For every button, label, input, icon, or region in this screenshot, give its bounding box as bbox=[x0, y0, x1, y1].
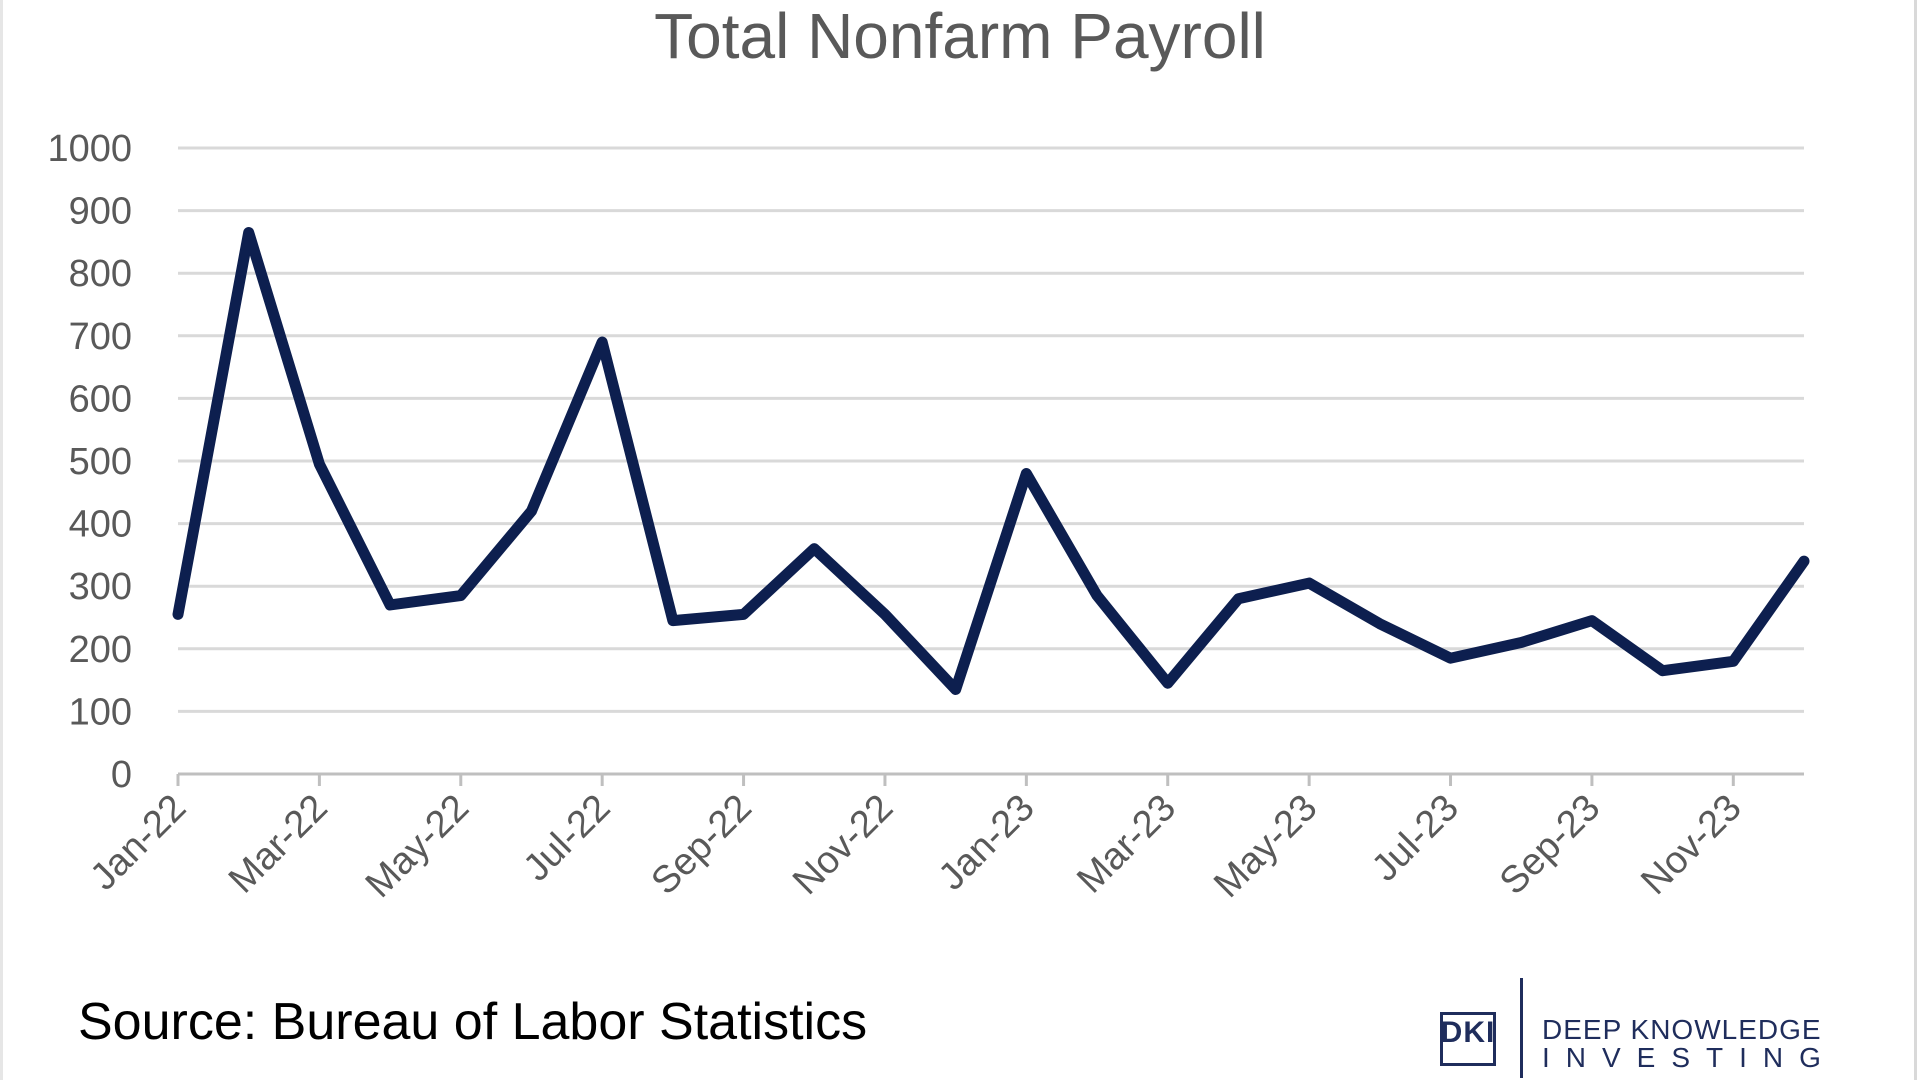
y-tick-label-100: 100 bbox=[69, 691, 132, 733]
x-tick-label-May-22: May-22 bbox=[358, 787, 477, 906]
logo-mark: DKI bbox=[1440, 1016, 1496, 1049]
x-tick-label-Mar-22: Mar-22 bbox=[221, 787, 336, 902]
series-line-0 bbox=[172, 227, 1810, 695]
y-tick-label-300: 300 bbox=[69, 566, 132, 608]
frame-left-border bbox=[0, 0, 3, 1080]
y-tick-label-600: 600 bbox=[69, 378, 132, 420]
chart-title: Total Nonfarm Payroll bbox=[654, 0, 1266, 72]
source-note: Source: Bureau of Labor Statistics bbox=[78, 993, 868, 1051]
logo-box bbox=[1440, 1012, 1496, 1066]
y-tick-label-0: 0 bbox=[111, 754, 132, 796]
axis-layer bbox=[176, 772, 1804, 786]
y-tick-labels: 0 100 200 300 400 500 600 700 800 900 1000 bbox=[47, 128, 132, 796]
y-tick-label-200: 200 bbox=[69, 629, 132, 671]
y-tick-label-700: 700 bbox=[69, 316, 132, 358]
y-tick-label-500: 500 bbox=[69, 441, 132, 483]
x-tick-label-Mar-23: Mar-23 bbox=[1069, 787, 1184, 902]
x-tick-label-Nov-22: Nov-22 bbox=[785, 787, 901, 903]
logo-text-line2: INVESTING bbox=[1542, 1042, 1837, 1073]
x-tick-label-Sep-23: Sep-23 bbox=[1492, 787, 1608, 903]
x-tick-label-Jul-23: Jul-23 bbox=[1364, 787, 1467, 890]
x-tick-label-Nov-23: Nov-23 bbox=[1633, 787, 1749, 903]
y-tick-label-1000: 1000 bbox=[47, 128, 132, 170]
frame-right-border bbox=[1914, 0, 1917, 1080]
logo-text-line1: DEEP KNOWLEDGE bbox=[1542, 1014, 1822, 1045]
x-tick-label-Jan-23: Jan-23 bbox=[931, 787, 1043, 899]
y-tick-label-400: 400 bbox=[69, 504, 132, 546]
y-tick-label-800: 800 bbox=[69, 253, 132, 295]
x-tick-labels: Jan-22 Mar-22 May-22 Jul-22 Sep-22 Nov-22 Jan-… bbox=[82, 787, 1749, 906]
x-tick-label-Jan-22: Jan-22 bbox=[82, 787, 194, 899]
y-tick-label-900: 900 bbox=[69, 191, 132, 233]
x-tick-label-Jul-22: Jul-22 bbox=[516, 787, 619, 890]
logo-divider bbox=[1520, 978, 1523, 1078]
series-layer bbox=[172, 227, 1810, 695]
x-tick-label-May-23: May-23 bbox=[1206, 787, 1325, 906]
x-tick-label-Sep-22: Sep-22 bbox=[644, 787, 760, 903]
dki-logo: DKI DEEP KNOWLEDGE INVESTING bbox=[1440, 978, 1860, 1078]
grid-layer bbox=[178, 146, 1804, 713]
